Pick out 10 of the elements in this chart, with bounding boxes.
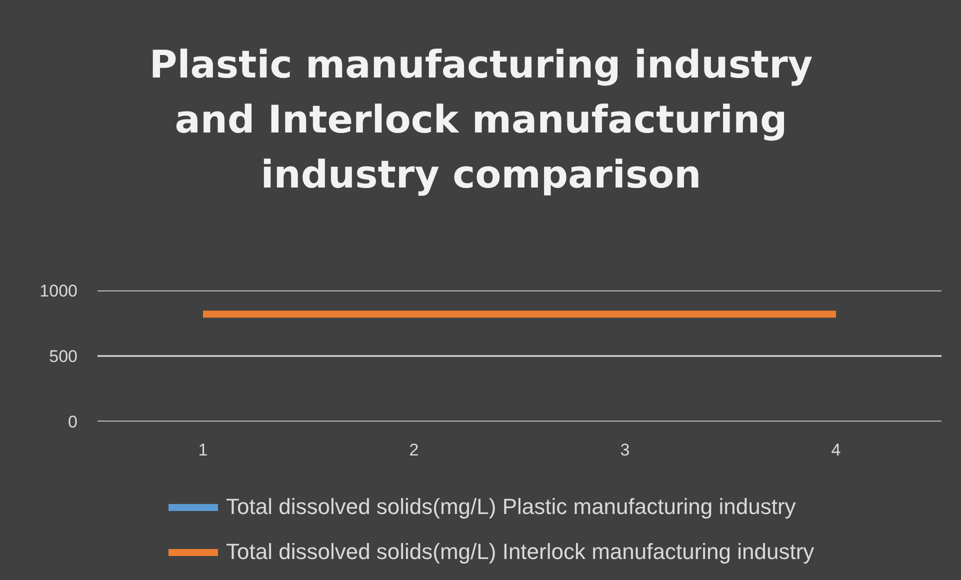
- y-tick-label: 1000: [40, 282, 78, 300]
- y-tick-label: 500: [49, 347, 78, 366]
- chart-title: Plastic manufacturing industry and Interlock manufacturing industry comparison: [149, 42, 813, 196]
- legend-label: Total dissolved solids(mg/L) Interlock manufacturing industry: [226, 539, 814, 565]
- x-tick-label: 2: [409, 440, 419, 460]
- x-tick-label: 4: [831, 440, 841, 460]
- x-tick-label: 1: [198, 440, 208, 460]
- legend-label: Total dissolved solids(mg/L) Plastic manufacturing industry: [226, 494, 796, 520]
- x-tick-label: 3: [620, 440, 630, 460]
- y-tick-label: 0: [68, 412, 78, 432]
